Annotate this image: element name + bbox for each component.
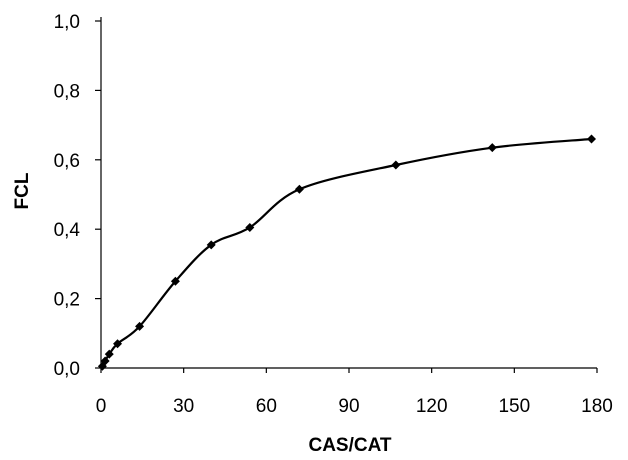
y-tick-label: 0,2 [54,290,80,311]
x-axis-ticks: 0 30 60 90 120 150 180 [96,368,613,417]
x-tick-label: 30 [173,396,194,417]
y-tick-label: 1,0 [54,12,80,33]
data-point-marker [170,276,180,286]
x-tick-label: 120 [416,396,448,417]
data-point-marker [586,134,596,144]
data-point-marker [104,349,114,359]
y-tick-label: 0,8 [54,81,80,102]
data-point-marker [100,356,110,366]
data-point-marker [294,184,304,194]
x-tick-label: 150 [498,396,530,417]
x-axis-title: CAS/CAT [308,435,391,456]
x-tick-label: 0 [96,396,107,417]
data-point-marker [135,321,145,331]
series-group [97,134,596,371]
data-point-marker [245,222,255,232]
data-point-marker [206,240,216,250]
data-point-marker [487,143,497,153]
y-tick-label: 0,0 [54,359,80,380]
series-line [101,137,592,367]
y-axis-title: FCL [12,172,33,209]
y-tick-label: 0,6 [54,151,80,172]
data-point-marker [391,160,401,170]
y-axis-ticks: 0,0 0,2 0,4 0,6 0,8 1,0 [54,12,101,380]
axes [100,17,597,369]
data-point-marker [113,339,123,349]
x-tick-label: 60 [256,396,277,417]
x-tick-label: 90 [338,396,359,417]
y-tick-label: 0,4 [54,220,81,241]
x-tick-label: 180 [581,396,613,417]
